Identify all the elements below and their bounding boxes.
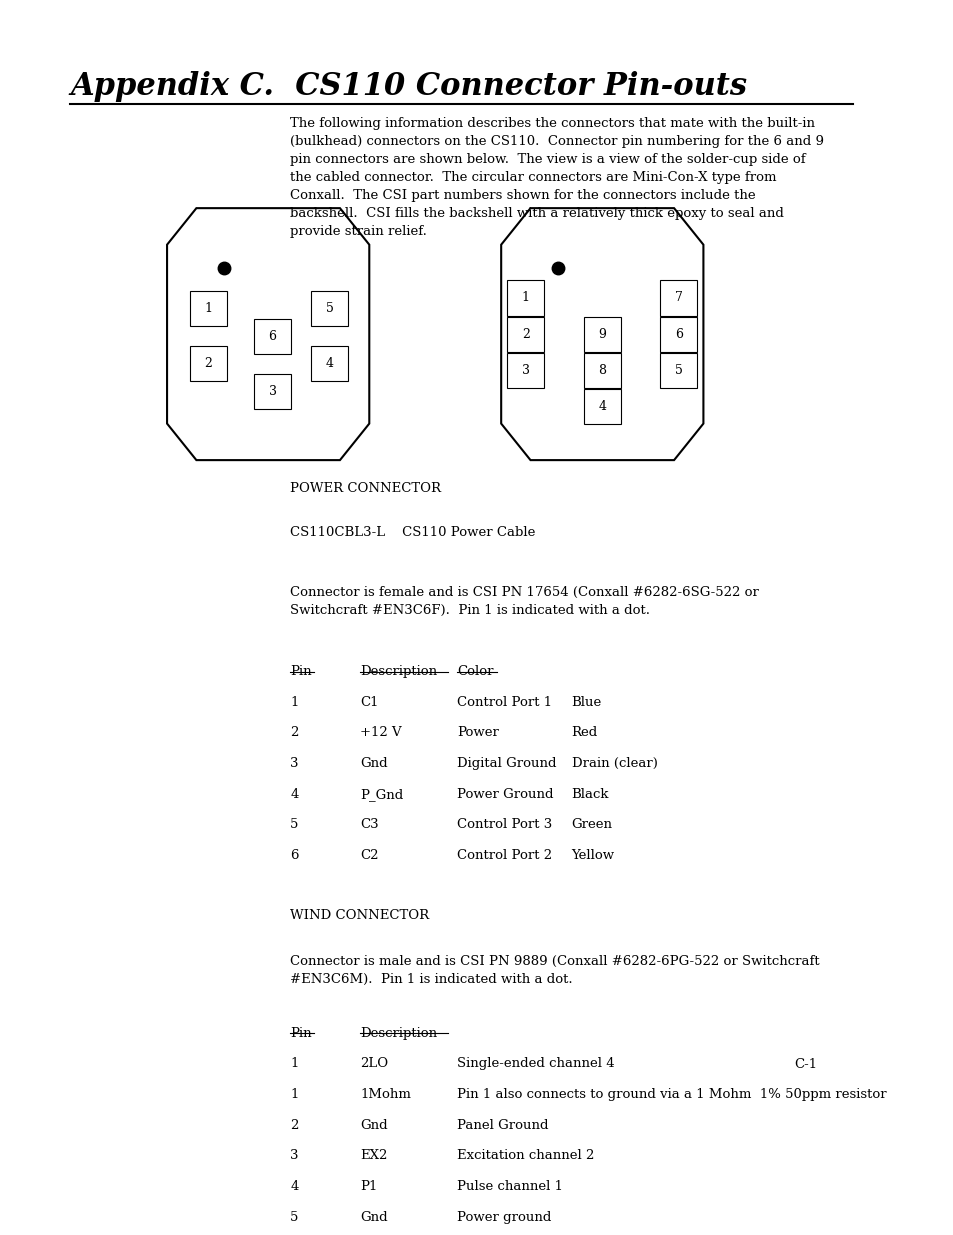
Text: C3: C3	[360, 819, 378, 831]
Text: +12 V: +12 V	[360, 726, 402, 740]
Text: Pin 1 also connects to ground via a 1 Mohm  1% 50ppm resistor: Pin 1 also connects to ground via a 1 Mo…	[456, 1088, 886, 1100]
Text: 5: 5	[290, 819, 298, 831]
FancyBboxPatch shape	[507, 316, 544, 352]
FancyBboxPatch shape	[190, 346, 227, 382]
FancyBboxPatch shape	[659, 280, 697, 315]
Text: The following information describes the connectors that mate with the built-in
(: The following information describes the …	[290, 117, 823, 238]
Text: 4: 4	[290, 1179, 298, 1193]
FancyBboxPatch shape	[253, 373, 291, 409]
FancyBboxPatch shape	[583, 353, 620, 388]
Text: 3: 3	[269, 384, 276, 398]
Text: Connector is male and is CSI PN 9889 (Conxall #6282-6PG-522 or Switchcraft
#EN3C: Connector is male and is CSI PN 9889 (Co…	[290, 956, 819, 987]
Text: 5: 5	[290, 1210, 298, 1224]
Text: 1: 1	[290, 1057, 298, 1071]
Text: 4: 4	[598, 400, 606, 412]
Text: 2LO: 2LO	[360, 1057, 388, 1071]
Text: Power Ground: Power Ground	[456, 788, 553, 800]
Text: 6: 6	[290, 848, 298, 862]
Text: 5: 5	[674, 364, 682, 377]
Text: Control Port 3: Control Port 3	[456, 819, 552, 831]
Text: 3: 3	[290, 757, 298, 769]
Text: 6: 6	[269, 330, 276, 343]
Text: C1: C1	[360, 695, 378, 709]
FancyBboxPatch shape	[507, 280, 544, 315]
Text: Description: Description	[360, 1026, 437, 1040]
Text: P_Gnd: P_Gnd	[360, 788, 403, 800]
Text: Blue: Blue	[571, 695, 601, 709]
FancyBboxPatch shape	[659, 316, 697, 352]
Text: Digital Ground: Digital Ground	[456, 757, 557, 769]
Text: Appendix C.  CS110 Connector Pin-outs: Appendix C. CS110 Connector Pin-outs	[71, 72, 746, 103]
Text: Black: Black	[571, 788, 608, 800]
Text: Green: Green	[571, 819, 612, 831]
Text: 5: 5	[325, 303, 334, 315]
Text: Gnd: Gnd	[360, 757, 388, 769]
Text: Single-ended channel 4: Single-ended channel 4	[456, 1057, 614, 1071]
FancyBboxPatch shape	[583, 389, 620, 424]
Text: Gnd: Gnd	[360, 1210, 388, 1224]
Text: Yellow: Yellow	[571, 848, 614, 862]
Text: Control Port 2: Control Port 2	[456, 848, 552, 862]
Text: 7: 7	[674, 291, 682, 305]
Text: Panel Ground: Panel Ground	[456, 1119, 548, 1131]
Text: POWER CONNECTOR: POWER CONNECTOR	[290, 482, 440, 495]
Text: 4: 4	[325, 357, 334, 370]
FancyBboxPatch shape	[311, 291, 348, 326]
Text: 1: 1	[290, 1088, 298, 1100]
Text: 1: 1	[290, 695, 298, 709]
Text: 2: 2	[290, 1119, 298, 1131]
Text: 2: 2	[204, 357, 213, 370]
Text: Pin: Pin	[290, 1026, 312, 1040]
Text: 3: 3	[290, 1150, 298, 1162]
Text: WIND CONNECTOR: WIND CONNECTOR	[290, 909, 429, 923]
Text: P1: P1	[360, 1179, 377, 1193]
Text: EX2: EX2	[360, 1150, 388, 1162]
FancyBboxPatch shape	[583, 316, 620, 352]
Text: 3: 3	[521, 364, 529, 377]
Text: 1Mohm: 1Mohm	[360, 1088, 411, 1100]
Text: C-1: C-1	[794, 1058, 817, 1072]
Text: Pin: Pin	[290, 664, 312, 678]
Text: 9: 9	[598, 327, 605, 341]
Text: Pulse channel 1: Pulse channel 1	[456, 1179, 562, 1193]
Text: Power ground: Power ground	[456, 1210, 551, 1224]
Text: 2: 2	[521, 327, 529, 341]
FancyBboxPatch shape	[253, 319, 291, 354]
Text: 2: 2	[290, 726, 298, 740]
FancyBboxPatch shape	[507, 353, 544, 388]
Text: Red: Red	[571, 726, 598, 740]
FancyBboxPatch shape	[659, 353, 697, 388]
Text: Control Port 1: Control Port 1	[456, 695, 552, 709]
Text: CS110CBL3-L    CS110 Power Cable: CS110CBL3-L CS110 Power Cable	[290, 526, 535, 538]
Text: Power: Power	[456, 726, 498, 740]
Text: 6: 6	[674, 327, 682, 341]
Text: 4: 4	[290, 788, 298, 800]
Text: 1: 1	[204, 303, 213, 315]
Text: 1: 1	[521, 291, 529, 305]
Text: Connector is female and is CSI PN 17654 (Conxall #6282-6SG-522 or
Switchcraft #E: Connector is female and is CSI PN 17654 …	[290, 587, 759, 618]
FancyBboxPatch shape	[311, 346, 348, 382]
FancyBboxPatch shape	[190, 291, 227, 326]
Text: Color: Color	[456, 664, 494, 678]
Text: Excitation channel 2: Excitation channel 2	[456, 1150, 594, 1162]
Text: C2: C2	[360, 848, 378, 862]
Text: 8: 8	[598, 364, 606, 377]
Text: Gnd: Gnd	[360, 1119, 388, 1131]
Text: Drain (clear): Drain (clear)	[571, 757, 657, 769]
Text: Description: Description	[360, 664, 437, 678]
